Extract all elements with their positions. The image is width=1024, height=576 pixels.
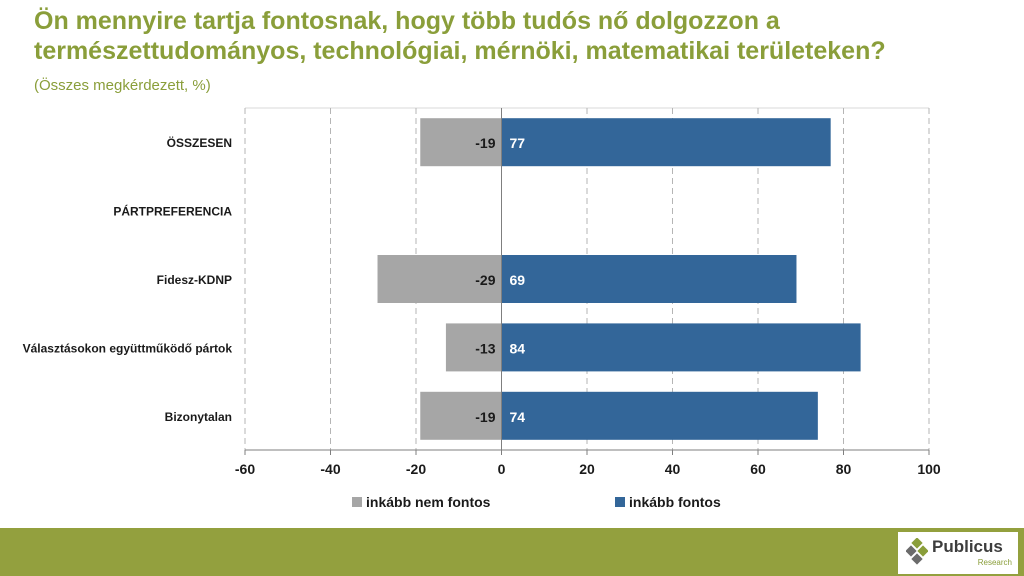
data-label-negative: -13 bbox=[475, 340, 495, 356]
publicus-logo: Publicus Research bbox=[898, 532, 1018, 574]
legend-label: inkább nem fontos bbox=[366, 494, 491, 510]
legend-swatch bbox=[615, 497, 625, 507]
legend-swatch bbox=[352, 497, 362, 507]
bar-positive bbox=[501, 391, 818, 440]
data-label-negative: -19 bbox=[475, 409, 495, 425]
data-label-positive: 74 bbox=[510, 409, 526, 425]
diverging-bar-chart: ÖSSZESEN -19 77 PÁRTPREFERENCIA Fidesz-KDNP -… bbox=[23, 107, 941, 510]
bar-negative bbox=[445, 323, 502, 372]
category-label: PÁRTPREFERENCIA bbox=[113, 204, 232, 219]
bar-positive bbox=[501, 323, 861, 372]
category-label: Fidesz-KDNP bbox=[157, 273, 232, 287]
publicus-logo-icon bbox=[906, 538, 928, 565]
x-tick-label: 0 bbox=[498, 461, 506, 477]
bar-negative bbox=[420, 391, 502, 440]
x-tick-label: -40 bbox=[320, 461, 340, 477]
chart-subtitle: (Összes megkérdezett, %) bbox=[34, 77, 211, 94]
data-label-positive: 84 bbox=[510, 340, 526, 356]
logo-sub: Research bbox=[977, 558, 1012, 567]
data-label-positive: 69 bbox=[510, 272, 526, 288]
logo-name: Publicus bbox=[932, 537, 1003, 556]
x-tick-label: 100 bbox=[917, 461, 941, 477]
category-label: Választásokon együttműködő pártok bbox=[23, 341, 233, 355]
data-label-negative: -29 bbox=[475, 272, 495, 288]
bar-positive bbox=[501, 255, 797, 303]
category-label: ÖSSZESEN bbox=[167, 135, 232, 150]
bar-negative bbox=[420, 118, 502, 167]
bar-negative bbox=[377, 255, 502, 303]
footer-band bbox=[0, 528, 1024, 576]
x-tick-label: 40 bbox=[665, 461, 681, 477]
x-tick-label: 80 bbox=[836, 461, 852, 477]
x-tick-label: 20 bbox=[579, 461, 595, 477]
data-label-positive: 77 bbox=[510, 135, 526, 151]
category-label: Bizonytalan bbox=[165, 410, 232, 424]
data-label-negative: -19 bbox=[475, 135, 495, 151]
x-tick-label: -20 bbox=[406, 461, 426, 477]
bar-positive bbox=[501, 118, 831, 167]
legend-label: inkább fontos bbox=[629, 494, 721, 510]
chart-title: Ön mennyire tartja fontosnak, hogy több … bbox=[34, 7, 886, 65]
x-tick-label: 60 bbox=[750, 461, 766, 477]
x-tick-label: -60 bbox=[235, 461, 255, 477]
